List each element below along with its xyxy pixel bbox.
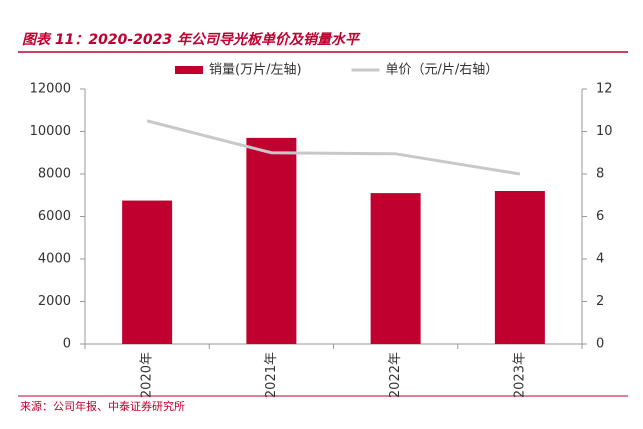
y-tick-label: 4000 (38, 252, 71, 267)
y-tick-label: 8000 (38, 167, 71, 182)
bar (246, 137, 297, 344)
y2-tick-label: 4 (596, 252, 604, 267)
y-tick-label: 12000 (30, 82, 71, 97)
legend-swatch (175, 66, 203, 74)
y2-tick-label: 10 (596, 124, 613, 139)
y2-tick-label: 8 (596, 167, 604, 182)
bar (494, 191, 545, 344)
bar (122, 200, 173, 344)
legend-label: 单价（元/片/右轴） (386, 63, 499, 78)
y-tick-label: 10000 (30, 124, 71, 139)
x-tick-label: 2023年 (512, 352, 527, 398)
x-tick-label: 2021年 (264, 352, 279, 398)
y2-tick-label: 0 (596, 337, 604, 352)
y-tick-label: 6000 (38, 209, 71, 224)
x-tick-label: 2020年 (140, 352, 155, 398)
chart-title: 图表 11：2020-2023 年公司导光板单价及销量水平 (22, 31, 361, 48)
line (146, 119, 521, 176)
y-tick-label: 2000 (38, 294, 71, 309)
legend-label: 销量(万片/左轴) (209, 63, 302, 78)
bar (370, 193, 421, 344)
y2-tick-label: 2 (596, 294, 604, 309)
source: 来源：公司年报、中泰证券研究所 (20, 399, 185, 413)
y2-tick-label: 12 (596, 82, 613, 97)
y-tick-label: 0 (63, 337, 71, 352)
y2-tick-label: 6 (596, 209, 604, 224)
x-tick-label: 2022年 (388, 352, 403, 398)
